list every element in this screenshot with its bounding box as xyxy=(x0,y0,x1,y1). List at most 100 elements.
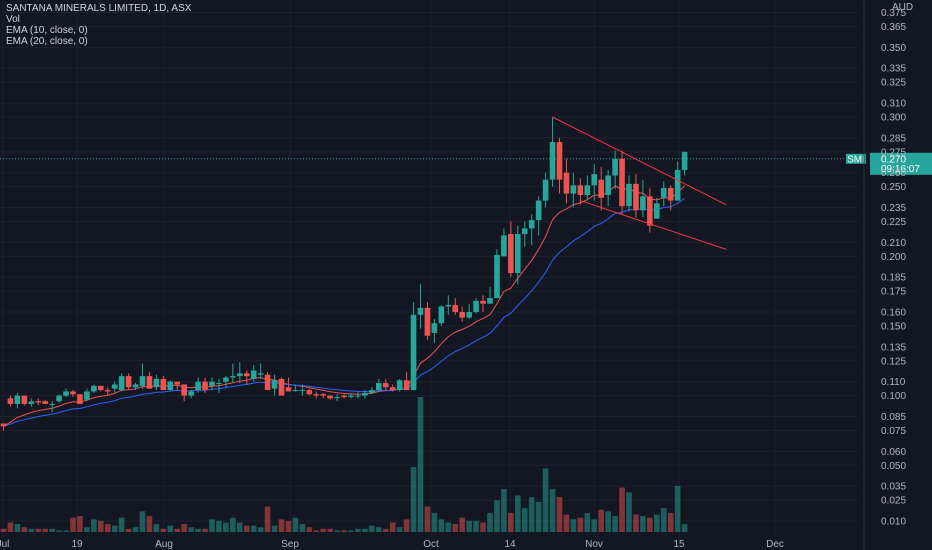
volume-bar xyxy=(508,512,514,532)
price-tick-label: 0.260 xyxy=(881,168,906,179)
candle-body xyxy=(410,314,417,391)
candle-body xyxy=(250,370,257,379)
candle-body xyxy=(355,395,361,397)
price-tick-label: 0.185 xyxy=(881,273,906,284)
ema20-line xyxy=(3,197,685,427)
price-tick-label: 0.125 xyxy=(881,356,906,367)
volume-bar xyxy=(21,527,28,532)
volume-bar xyxy=(230,517,236,532)
candle-body xyxy=(278,378,285,396)
volume-bar xyxy=(535,501,542,532)
volume-bar xyxy=(424,506,431,532)
time-tick-label: Aug xyxy=(155,539,173,550)
volume-bar xyxy=(174,528,181,532)
volume-bar xyxy=(118,517,125,532)
volume-bar xyxy=(619,487,625,532)
volume-bar xyxy=(91,519,97,532)
volume-bar xyxy=(264,506,271,532)
volume-bar xyxy=(612,516,618,532)
trendline xyxy=(552,116,727,206)
candle-body xyxy=(292,390,299,392)
volume-bar xyxy=(647,517,653,532)
volume-bar xyxy=(271,525,278,532)
symbol-title[interactable]: SANTANA MINERALS LIMITED, 1D, ASX xyxy=(6,3,192,14)
current-price-label: 0.270 xyxy=(881,154,906,165)
candle-body xyxy=(42,401,48,404)
ema10-line xyxy=(3,185,685,427)
candle-body xyxy=(320,394,326,396)
candle-body xyxy=(230,376,236,378)
trendline xyxy=(580,200,727,250)
candle-body xyxy=(501,235,507,257)
volume-bar xyxy=(0,528,7,532)
volume-bar xyxy=(104,524,111,532)
volume-bar xyxy=(515,495,521,532)
candle-body xyxy=(424,307,431,336)
volume-bar xyxy=(70,517,76,532)
time-axis[interactable]: Jul 19 Aug Sep Oct 14 Nov 15 Dec xyxy=(0,539,784,550)
volume-bar xyxy=(243,525,250,532)
candle-body xyxy=(508,234,514,274)
ema10-indicator-label[interactable]: EMA (10, close, 0) xyxy=(6,25,88,36)
volume-bar xyxy=(570,519,577,532)
ema20-indicator-label[interactable]: EMA (20, close, 0) xyxy=(6,36,88,47)
volume-bar xyxy=(667,512,674,532)
candle-body xyxy=(438,306,445,324)
volume-bar xyxy=(362,528,368,532)
volume-bar xyxy=(250,525,257,532)
volume-bar xyxy=(389,522,396,532)
countdown-label: 09:16:07 xyxy=(881,164,920,175)
candles[interactable] xyxy=(0,117,688,431)
volume-indicator-label[interactable]: Vol xyxy=(6,14,20,25)
volume-bar xyxy=(216,520,222,532)
volume-bar xyxy=(98,520,104,532)
price-axis[interactable]: 0.375 0.365 0.350 0.335 0.325 0.310 0.300 0.285… xyxy=(863,0,913,550)
candle-body xyxy=(626,183,632,207)
candle-body xyxy=(473,300,479,313)
candle-body xyxy=(660,188,667,198)
volume-bar xyxy=(376,527,382,532)
trendlines[interactable] xyxy=(552,116,727,250)
price-tick-label: 0.100 xyxy=(881,391,906,402)
price-tick-label: 0.160 xyxy=(881,308,906,319)
candle-body xyxy=(487,298,493,304)
candle-body xyxy=(480,300,486,304)
volume-bar xyxy=(494,500,500,532)
volume-bar xyxy=(556,497,563,532)
volume-bar xyxy=(640,516,646,532)
volume-bar xyxy=(299,524,306,532)
candle-body xyxy=(313,394,320,396)
candle-body xyxy=(63,391,69,396)
price-tick-label: 0.210 xyxy=(881,238,906,249)
price-tick-label: 0.285 xyxy=(881,133,906,144)
volume-bar xyxy=(77,516,83,532)
candle-body xyxy=(403,380,410,391)
candle-body xyxy=(549,142,556,180)
candle-body xyxy=(195,381,201,391)
price-tick-label: 0.325 xyxy=(881,78,906,89)
candle-body xyxy=(174,381,181,385)
candle-body xyxy=(223,377,229,382)
candle-body xyxy=(118,376,125,391)
ticker-label: SMI xyxy=(847,154,865,165)
candle-body xyxy=(556,142,563,180)
candle-body xyxy=(285,387,292,392)
time-tick-label: Dec xyxy=(766,539,784,550)
volume-bar xyxy=(292,517,299,532)
price-tick-label: 0.050 xyxy=(881,461,906,472)
candle-body xyxy=(181,384,187,396)
volume-bar xyxy=(28,528,35,532)
candle-body xyxy=(28,401,35,404)
volume-bar xyxy=(341,530,347,532)
volume-bar xyxy=(431,512,438,532)
volume-bar xyxy=(681,524,688,532)
candle-body xyxy=(369,390,375,393)
candle-body xyxy=(591,174,598,186)
volume-bar xyxy=(410,466,417,532)
candle-body xyxy=(264,374,271,391)
volume-bar xyxy=(466,520,472,532)
volume-bar xyxy=(84,527,90,532)
price-tick-label: 0.300 xyxy=(881,113,906,124)
